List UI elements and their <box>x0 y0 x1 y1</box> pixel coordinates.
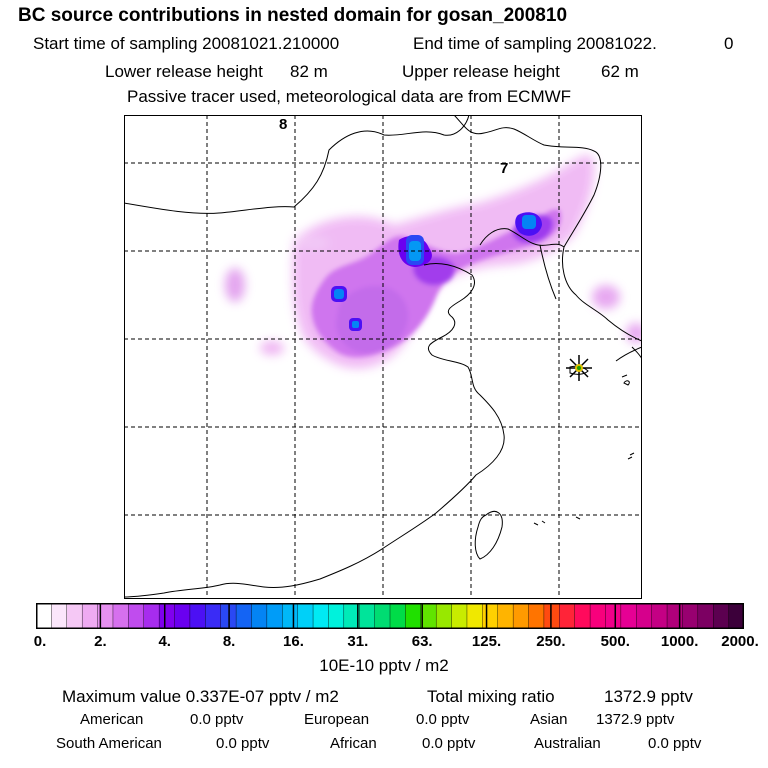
colorbar-cell <box>189 603 207 629</box>
colorbar-cell <box>205 603 222 629</box>
upper-release-label: Upper release height <box>402 62 560 81</box>
colorbar-cell <box>359 603 376 629</box>
colorbar-cell <box>605 603 622 629</box>
region-name-american: American <box>80 711 144 728</box>
region-value-african: 0.0 pptv <box>422 735 476 752</box>
colorbar-cell <box>420 603 437 629</box>
colorbar-tick-label: 63. <box>411 633 433 650</box>
colorbar-cell <box>651 603 668 629</box>
colorbar-cell <box>174 603 191 629</box>
region-value-australian: 0.0 pptv <box>648 735 702 752</box>
colorbar-cell <box>451 603 468 629</box>
colorbar-cell <box>81 603 99 629</box>
page-title: BC source contributions in nested domain… <box>18 5 568 26</box>
colorbar-cell <box>235 603 253 629</box>
colorbar-cell <box>282 603 299 629</box>
colorbar-cell <box>497 603 514 629</box>
region-name-south-american: South American <box>56 735 162 752</box>
colorbar-tick-label: 0. <box>33 633 47 650</box>
end-time-label: End time of sampling 20081022. <box>413 34 657 53</box>
region-name-african: African <box>330 735 377 752</box>
colorbar-cell <box>251 603 268 629</box>
colorbar-cell <box>312 603 330 629</box>
colorbar-cell <box>66 603 83 629</box>
colorbar-cell <box>543 603 561 629</box>
colorbar-tick-label: 31. <box>347 633 369 650</box>
region-name-european: European <box>304 711 370 728</box>
colorbar-cell <box>620 603 637 629</box>
colorbar-unit: 10E-10 pptv / m2 <box>319 656 449 675</box>
colorbar-tick-label: 125. <box>471 633 502 650</box>
colorbar-cell <box>697 603 714 629</box>
colorbar-cell <box>36 603 53 629</box>
colorbar-cell <box>328 603 345 629</box>
colorbar-cell <box>636 603 653 629</box>
colorbar-cell <box>466 603 484 629</box>
colorbar-cell <box>158 603 176 629</box>
colorbar-tick-label: 4. <box>158 633 171 650</box>
colorbar-cell <box>128 603 145 629</box>
plume-core <box>331 212 542 331</box>
colorbar-tick-label: 1000. <box>660 633 699 650</box>
lower-release-value: 82 m <box>290 62 328 81</box>
region-name-asian: Asian <box>530 711 568 728</box>
colorbar-cell <box>266 603 283 629</box>
grid-label-7: 7 <box>500 160 508 177</box>
colorbar-tick-label: 2000. <box>721 633 759 650</box>
colorbar-cell <box>112 603 130 629</box>
colorbar-cell <box>143 603 160 629</box>
colorbar-cell <box>682 603 699 629</box>
region-value-south-american: 0.0 pptv <box>216 735 270 752</box>
colorbar-cell <box>728 603 744 629</box>
colorbar-cell <box>374 603 391 629</box>
colorbar <box>36 603 744 629</box>
star-icon <box>566 355 592 381</box>
colorbar-cell <box>589 603 607 629</box>
tracer-note: Passive tracer used, meteorological data… <box>127 87 572 106</box>
colorbar-tick-label: 250. <box>536 633 566 650</box>
grid-lines <box>124 115 642 599</box>
colorbar-cell <box>666 603 684 629</box>
colorbar-cell <box>512 603 530 629</box>
lower-release-label: Lower release height <box>105 62 263 81</box>
upper-release-value: 62 m <box>601 62 639 81</box>
colorbar-tick-label: 16. <box>283 633 304 650</box>
colorbar-cell <box>297 603 314 629</box>
colorbar-cell <box>528 603 545 629</box>
colorbar-tick-label: 2. <box>94 633 107 650</box>
maximum-value-label: Maximum value 0.337E-07 pptv / m2 <box>62 687 339 706</box>
start-time-label: Start time of sampling 20081021.210000 <box>33 34 340 53</box>
colorbar-cell <box>713 603 730 629</box>
colorbar-cell <box>482 603 499 629</box>
colorbar-cell <box>435 603 453 629</box>
colorbar-cell <box>389 603 407 629</box>
colorbar-tick-label: 8. <box>222 633 236 650</box>
total-mixing-label: Total mixing ratio <box>427 687 555 706</box>
total-mixing-value: 1372.9 pptv <box>604 687 693 706</box>
colorbar-cell <box>574 603 591 629</box>
colorbar-cell <box>559 603 576 629</box>
end-time-value: 0 <box>724 34 734 53</box>
colorbar-cell <box>51 603 68 629</box>
region-value-asian: 1372.9 pptv <box>596 711 675 728</box>
region-value-european: 0.0 pptv <box>416 711 470 728</box>
grid-label-8: 8 <box>279 116 287 133</box>
colorbar-tick-label: 500. <box>600 633 630 650</box>
coastlines <box>124 115 642 598</box>
region-name-australian: Australian <box>534 735 601 752</box>
map-panel: 8 7 <box>124 115 642 599</box>
region-value-american: 0.0 pptv <box>190 711 244 728</box>
colorbar-cell <box>405 603 422 629</box>
